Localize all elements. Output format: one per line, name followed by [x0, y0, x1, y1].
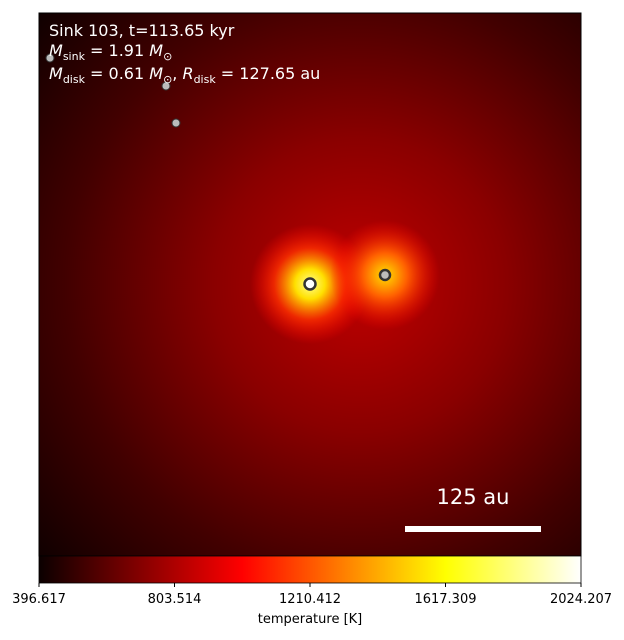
sink — [45, 53, 55, 63]
colorbar — [38, 555, 582, 584]
annotation: Msink = 1.91 M⊙ — [49, 41, 172, 63]
sink — [378, 268, 392, 282]
tick-label: 1617.309 — [414, 592, 476, 607]
tick-label: 396.617 — [12, 592, 66, 607]
sink — [171, 118, 181, 128]
tick-label: 2024.207 — [550, 592, 612, 607]
sink — [303, 277, 317, 291]
sinks — [45, 53, 392, 291]
annotations: Sink 103, t=113.65 kyr Msink = 1.91 M⊙ M… — [49, 21, 320, 86]
tick-label: 1210.412 — [279, 592, 341, 607]
annotation: Sink 103, t=113.65 kyr — [49, 21, 235, 40]
sink — [161, 81, 171, 91]
tick-label: 803.514 — [148, 592, 202, 607]
annotation: Mdisk = 0.61 M⊙, Rdisk = 127.65 au — [49, 64, 320, 86]
scale-bar-label: 125 au — [437, 485, 510, 509]
colorbar-label: temperature [K] — [258, 612, 363, 627]
